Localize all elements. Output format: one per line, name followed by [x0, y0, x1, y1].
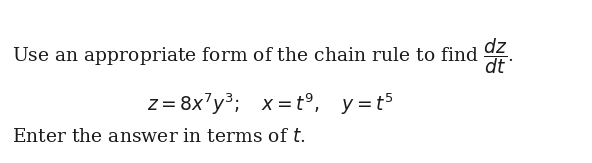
Text: Use an appropriate form of the chain rule to find $\dfrac{dz}{dt}$.: Use an appropriate form of the chain rul… — [12, 37, 514, 76]
Text: Enter the answer in terms of $t$.: Enter the answer in terms of $t$. — [12, 128, 305, 146]
Text: $z = 8x^7y^3; \quad x = t^9, \quad y = t^5$: $z = 8x^7y^3; \quad x = t^9, \quad y = t… — [147, 91, 393, 117]
